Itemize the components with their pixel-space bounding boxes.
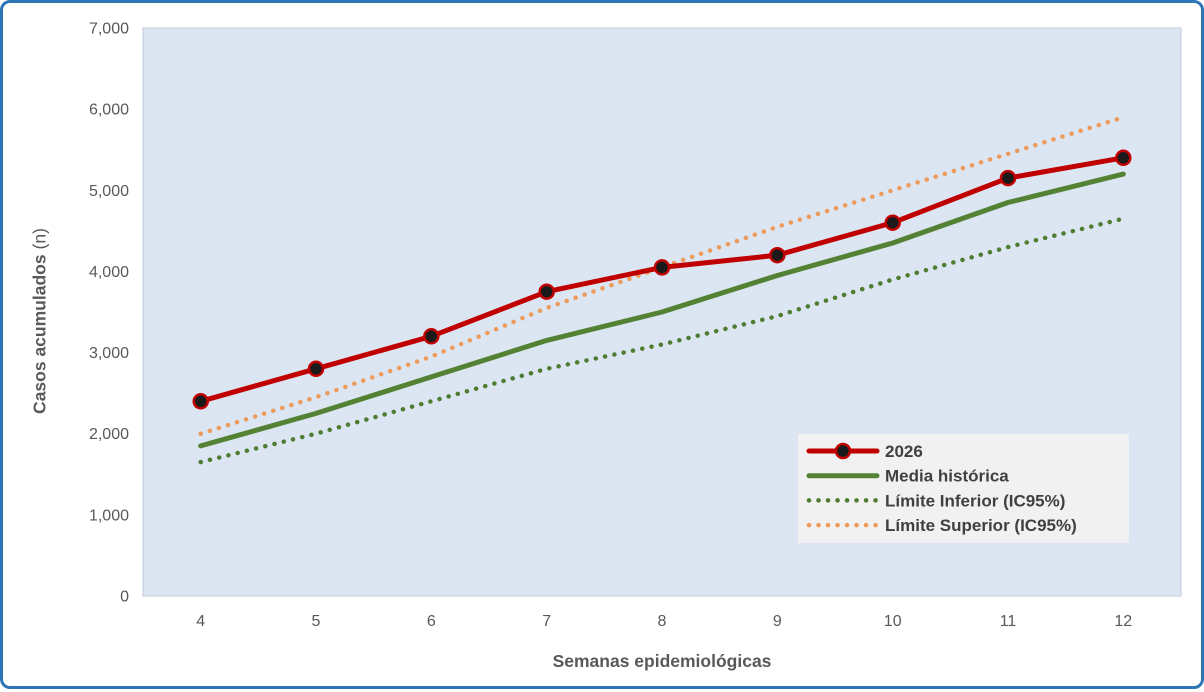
data-point-marker: [884, 214, 901, 231]
legend-label: Límite Inferior (IC95%): [885, 491, 1065, 510]
line-chart: 0 1,000 2,000 3,000 4,000 5,000 6,000 7,000 4 5 6 7…: [89, 21, 1182, 630]
series-line: [198, 216, 1126, 465]
legend-item: Límite Inferior (IC95%): [806, 491, 1065, 510]
y-tick-label: 1,000: [89, 507, 129, 524]
y-tick-label: 7,000: [89, 21, 129, 38]
x-tick-label: 6: [427, 613, 436, 630]
series-line: [198, 171, 1126, 449]
y-axis-title: Casos acumulados (n): [30, 228, 51, 414]
y-tick-label: 5,000: [89, 183, 129, 200]
y-tick-label: 6,000: [89, 102, 129, 119]
legend-label: Media histórica: [885, 467, 1009, 486]
legend-item: 2026: [806, 442, 923, 461]
data-point-marker: [192, 393, 209, 410]
x-tick-label: 8: [658, 613, 667, 630]
x-tick-label: 7: [542, 613, 551, 630]
data-point-marker: [423, 328, 440, 345]
x-axis-title: Semanas epidemiológicas: [552, 651, 772, 671]
data-point-marker: [538, 283, 555, 300]
y-tick-label: 3,000: [89, 345, 129, 362]
x-tick-label: 12: [1114, 613, 1132, 630]
x-tick-label: 10: [884, 613, 902, 630]
y-tick-label: 0: [120, 589, 129, 606]
data-point-marker: [1115, 149, 1132, 167]
legend-item: Media histórica: [806, 467, 1009, 486]
series-line: [198, 115, 1126, 436]
legend-item: Límite Superior (IC95%): [806, 516, 1077, 535]
data-point-marker: [307, 360, 325, 378]
x-tick-label: 5: [312, 613, 321, 630]
y-tick-label: 2,000: [89, 426, 129, 443]
y-tick-label: 4,000: [89, 264, 129, 281]
x-tick-label: 9: [773, 613, 782, 630]
x-tick-label: 4: [196, 613, 205, 630]
data-point-marker: [653, 259, 671, 276]
legend-label: Límite Superior (IC95%): [885, 516, 1077, 535]
y-axis-title-unit: (n): [29, 228, 50, 250]
data-point-marker: [999, 169, 1017, 187]
data-point-marker: [769, 246, 786, 264]
x-tick-label: 11: [1000, 613, 1017, 630]
legend-swatch-marker: [834, 442, 852, 460]
legend-label: 2026: [885, 442, 923, 461]
y-axis-title-text: Casos acumulados: [29, 254, 50, 414]
